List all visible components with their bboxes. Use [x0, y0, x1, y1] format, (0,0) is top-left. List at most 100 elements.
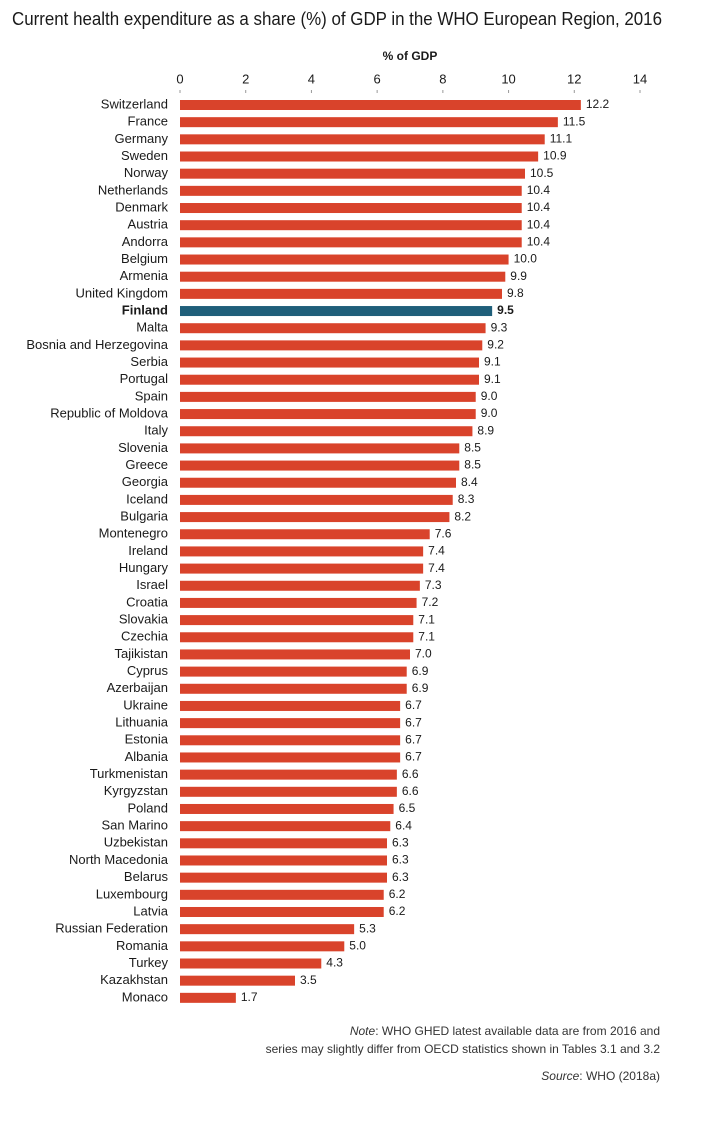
- bar: [180, 443, 460, 454]
- bar: [180, 306, 493, 317]
- bar: [180, 494, 453, 505]
- value-label: 5.0: [349, 939, 366, 953]
- value-label: 6.2: [389, 904, 406, 918]
- value-label: 8.4: [461, 475, 478, 489]
- y-tick-label: Slovakia: [119, 612, 169, 627]
- value-label: 6.9: [412, 681, 429, 695]
- y-tick-label: Netherlands: [98, 182, 169, 197]
- y-tick-label: Spain: [135, 388, 168, 403]
- bar: [180, 752, 401, 763]
- value-label: 10.4: [527, 235, 551, 249]
- y-tick-label: Austria: [128, 217, 169, 232]
- y-tick-label: Latvia: [133, 903, 168, 918]
- value-label: 5.3: [359, 921, 376, 935]
- value-label: 7.3: [425, 578, 442, 592]
- y-tick-label: France: [128, 114, 168, 129]
- note-text: : WHO GHED latest available data are fro…: [375, 1024, 660, 1038]
- y-tick-label: Albania: [125, 749, 169, 764]
- bar: [180, 597, 417, 608]
- y-tick-label: Croatia: [126, 594, 169, 609]
- bar: [180, 838, 387, 849]
- value-label: 6.3: [392, 853, 409, 867]
- value-label: 6.6: [402, 784, 419, 798]
- bar: [180, 460, 460, 471]
- value-label: 6.6: [402, 767, 419, 781]
- bar: [180, 924, 355, 935]
- y-tick-label: North Macedonia: [69, 852, 169, 867]
- value-label: 9.0: [481, 389, 498, 403]
- bar: [180, 855, 387, 866]
- bar: [180, 185, 522, 196]
- bar: [180, 271, 506, 282]
- bar: [180, 357, 479, 368]
- value-label: 6.9: [412, 664, 429, 678]
- y-tick-label: Czechia: [121, 629, 169, 644]
- bar: [180, 735, 401, 746]
- bar: [180, 477, 456, 488]
- x-tick-label: 0: [176, 71, 183, 86]
- y-tick-label: Belgium: [121, 251, 168, 266]
- value-label: 6.3: [392, 835, 409, 849]
- y-tick-label: Belarus: [124, 869, 169, 884]
- value-label: 11.5: [563, 114, 586, 128]
- value-label: 7.1: [418, 612, 435, 626]
- chart-title: Current health expenditure as a share (%…: [12, 9, 662, 29]
- value-label: 7.4: [428, 544, 445, 558]
- bar: [180, 769, 397, 780]
- value-label: 7.0: [415, 647, 432, 661]
- source-label: Source: [541, 1069, 579, 1083]
- y-tick-label: Georgia: [122, 474, 169, 489]
- value-label: 10.9: [543, 149, 567, 163]
- y-tick-label: Finland: [122, 302, 168, 317]
- value-label: 6.5: [399, 801, 416, 815]
- value-label: 12.2: [586, 97, 610, 111]
- bar: [180, 563, 424, 574]
- y-tick-label: Luxembourg: [96, 886, 168, 901]
- y-tick-label: Kazakhstan: [100, 972, 168, 987]
- y-tick-label: Italy: [144, 423, 168, 438]
- bar: [180, 718, 401, 729]
- value-label: 11.1: [550, 132, 573, 146]
- y-tick-label: Greece: [125, 457, 168, 472]
- value-label: 7.6: [435, 526, 452, 540]
- bar: [180, 941, 345, 952]
- value-label: 7.1: [418, 629, 435, 643]
- bar: [180, 374, 479, 385]
- bar: [180, 546, 424, 557]
- bar: [180, 168, 525, 179]
- y-tick-label: Kyrgyzstan: [104, 783, 168, 798]
- note-label: Note: [350, 1024, 376, 1038]
- value-label: 6.2: [389, 887, 406, 901]
- value-label: 8.3: [458, 492, 475, 506]
- bar: [180, 821, 391, 832]
- y-tick-label: Germany: [115, 131, 169, 146]
- y-tick-label: Iceland: [126, 491, 168, 506]
- value-label: 8.9: [477, 423, 494, 437]
- value-label: 6.4: [395, 818, 412, 832]
- y-tick-label: Switzerland: [101, 96, 168, 111]
- bar: [180, 649, 410, 660]
- y-tick-label: Sweden: [121, 148, 168, 163]
- x-axis-label: % of GDP: [383, 49, 438, 63]
- bar: [180, 803, 394, 814]
- bar: [180, 666, 407, 677]
- bar: [180, 975, 295, 986]
- x-tick-label: 8: [439, 71, 446, 86]
- y-tick-label: Serbia: [130, 354, 168, 369]
- source: Source: WHO (2018a): [541, 1069, 660, 1083]
- value-label: 10.5: [530, 166, 554, 180]
- value-label: 9.1: [484, 372, 501, 386]
- y-tick-label: Lithuania: [115, 715, 169, 730]
- y-tick-label: Russian Federation: [55, 921, 168, 936]
- bar: [180, 683, 407, 694]
- y-tick-label: Andorra: [122, 234, 169, 249]
- bar: [180, 288, 502, 299]
- bar: [180, 958, 322, 969]
- source-text: : WHO (2018a): [579, 1069, 660, 1083]
- bar: [180, 426, 473, 437]
- bar: [180, 786, 397, 797]
- bar: [180, 117, 558, 128]
- y-tick-label: Norway: [124, 165, 169, 180]
- bar: [180, 872, 387, 883]
